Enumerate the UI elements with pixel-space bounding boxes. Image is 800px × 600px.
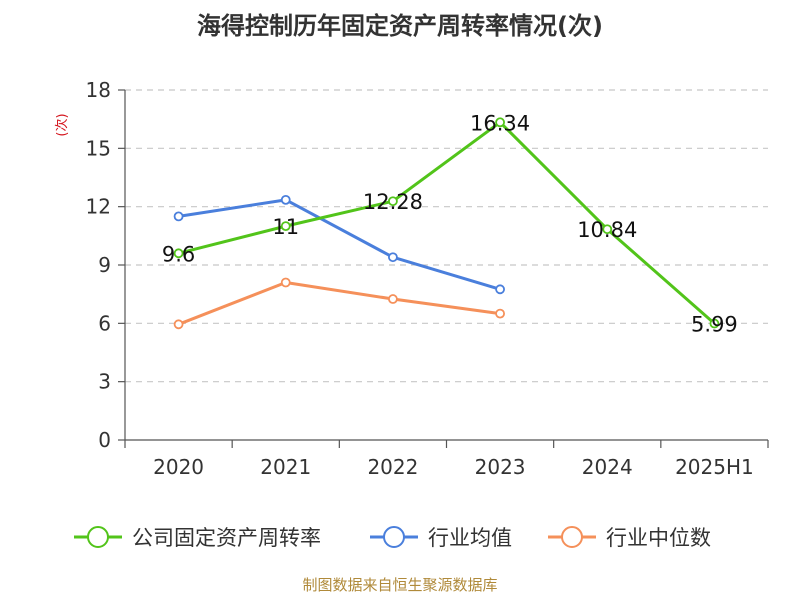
data-label: 9.6	[162, 242, 195, 266]
data-label: 16.34	[470, 111, 530, 135]
axes: 0 3 6 9 12 15 18 2020 2021 2022 2023 2024 2025H1	[86, 78, 769, 479]
legend-item[interactable]: 公司固定资产周转率	[74, 526, 321, 550]
y-tick-label: 3	[98, 370, 111, 394]
series-0	[173, 117, 720, 329]
y-axis-label: (次)	[54, 113, 70, 136]
data-point[interactable]	[173, 248, 184, 259]
data-labels: 9.6 11 12.28 16.34 10.84 5.99	[162, 111, 738, 336]
data-label: 12.28	[363, 190, 423, 214]
data-point[interactable]	[388, 252, 398, 263]
data-point[interactable]	[280, 194, 291, 205]
legend-label: 公司固定资产周转率	[132, 526, 321, 550]
chart-title: 海得控制历年固定资产周转率情况(次)	[197, 12, 603, 40]
legend-marker	[87, 526, 109, 548]
y-tick-label: 0	[98, 428, 111, 452]
data-label: 10.84	[577, 218, 637, 242]
data-point[interactable]	[280, 221, 291, 232]
series-1	[173, 194, 505, 295]
y-tick-label: 9	[98, 253, 111, 277]
series-2	[173, 277, 505, 330]
data-point[interactable]	[173, 211, 184, 222]
legend-label: 行业中位数	[606, 526, 711, 550]
x-tick-label: 2023	[475, 455, 526, 479]
x-tick-label: 2025H1	[675, 455, 754, 479]
data-point[interactable]	[495, 308, 505, 319]
y-tick-label: 15	[86, 136, 111, 160]
data-point[interactable]	[495, 284, 505, 295]
legend-marker	[561, 526, 583, 548]
data-point[interactable]	[280, 277, 291, 288]
series-line	[178, 120, 716, 325]
series-line	[178, 281, 501, 326]
data-point[interactable]	[173, 319, 184, 330]
data-label: 5.99	[691, 313, 738, 337]
legend-marker	[383, 526, 405, 548]
x-tick-label: 2024	[582, 455, 633, 479]
y-tick-label: 12	[86, 195, 111, 219]
data-point[interactable]	[388, 294, 398, 304]
series-line	[178, 198, 501, 291]
data-label: 11	[272, 215, 299, 239]
legend[interactable]: 公司固定资产周转率 行业均值 行业中位数	[74, 526, 711, 550]
legend-label: 行业均值	[428, 526, 512, 550]
series-layer	[173, 117, 720, 330]
data-point[interactable]	[388, 196, 398, 207]
data-point[interactable]	[709, 318, 720, 329]
grid	[125, 89, 768, 383]
x-tick-label: 2020	[153, 455, 204, 479]
x-tick-label: 2022	[367, 455, 418, 479]
legend-item[interactable]: 行业均值	[370, 526, 512, 550]
source-note: 制图数据来自恒生聚源数据库	[302, 576, 497, 594]
y-tick-label: 18	[86, 78, 111, 102]
x-tick-label: 2021	[260, 455, 311, 479]
data-point[interactable]	[602, 224, 613, 235]
legend-item[interactable]: 行业中位数	[548, 526, 711, 550]
y-tick-label: 6	[98, 311, 111, 335]
data-point[interactable]	[495, 117, 505, 128]
